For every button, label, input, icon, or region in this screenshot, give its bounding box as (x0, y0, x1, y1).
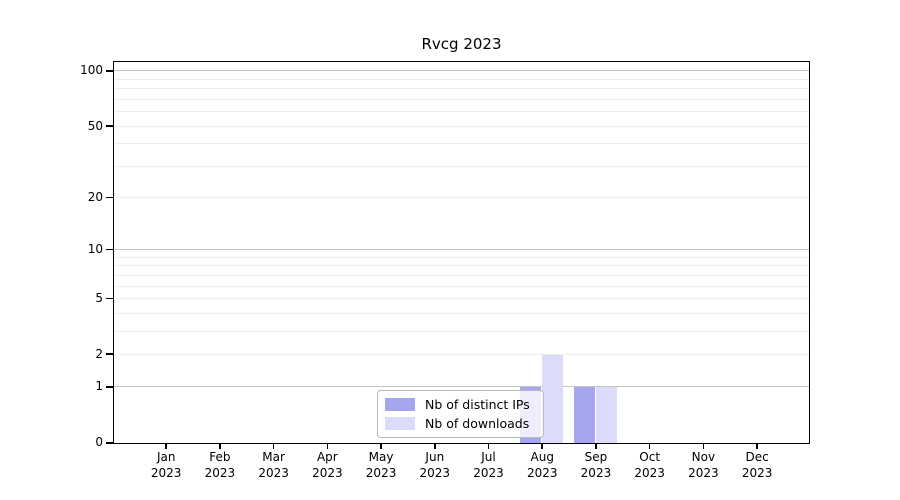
legend: Nb of distinct IPs Nb of downloads (377, 390, 544, 438)
minor-gridline (114, 297, 809, 299)
x-tick-month: Nov (691, 450, 716, 464)
minor-gridline (114, 165, 809, 167)
x-tick-mark (595, 444, 597, 449)
x-tick-mark (165, 444, 167, 449)
x-tick-month: May (368, 450, 394, 464)
major-gridline (114, 386, 809, 388)
y-tick-label: 10 (87, 242, 103, 257)
x-tick-year: 2023 (312, 465, 343, 480)
x-tick-mark (219, 444, 221, 449)
x-tick-label: Aug 2023 (515, 450, 569, 481)
x-tick-mark (434, 444, 436, 449)
x-tick-month: Aug (530, 450, 554, 464)
legend-swatch-downloads (385, 417, 415, 430)
y-tick-mark (105, 353, 113, 356)
minor-gridline (114, 285, 809, 287)
y-tick-mark (105, 248, 113, 251)
x-tick-month: Oct (639, 450, 661, 464)
major-gridline (114, 249, 809, 251)
x-tick-label: Feb 2023 (193, 450, 247, 481)
x-tick-mark (326, 444, 329, 449)
x-tick-year: 2023 (688, 465, 719, 480)
minor-gridline (114, 111, 809, 113)
x-tick-year: 2023 (419, 465, 451, 480)
minor-gridline (114, 265, 809, 267)
x-tick-year: 2023 (150, 465, 182, 480)
x-tick-mark (756, 444, 758, 449)
y-tick-mark (105, 196, 113, 199)
x-tick-label: Oct 2023 (623, 450, 677, 481)
x-tick-year: 2023 (258, 465, 289, 480)
x-tick-year: 2023 (580, 465, 612, 480)
x-tick-label: Jun 2023 (408, 450, 462, 481)
x-tick-mark (272, 444, 275, 449)
x-tick-month: Apr (316, 450, 338, 464)
x-tick-month: Jan (156, 450, 176, 464)
x-tick-mark (702, 444, 705, 449)
x-tick-month: Feb (209, 450, 231, 464)
x-tick-mark (380, 444, 382, 449)
x-tick-label: May 2023 (354, 450, 408, 481)
y-tick-label: 100 (80, 63, 103, 78)
minor-gridline (114, 274, 809, 276)
y-tick-label: 2 (95, 346, 103, 361)
minor-gridline (114, 143, 809, 145)
bar-distinct-ips-sep-2023 (573, 387, 595, 443)
x-tick-month: Jul (481, 450, 496, 464)
y-tick-label: 50 (87, 118, 103, 133)
y-tick-label: 0 (95, 435, 103, 450)
y-tick-label: 20 (87, 190, 103, 205)
legend-label-downloads: Nb of downloads (425, 416, 530, 431)
legend-item-downloads: Nb of downloads (385, 416, 535, 431)
x-tick-year: 2023 (741, 465, 773, 480)
x-tick-year: 2023 (473, 465, 504, 480)
x-tick-label: Nov 2023 (676, 450, 730, 481)
x-tick-label: Mar 2023 (247, 450, 301, 481)
y-tick-label: 1 (95, 379, 103, 394)
minor-gridline (114, 197, 809, 199)
x-tick-label: Jan 2023 (139, 450, 193, 481)
y-tick-mark (105, 442, 113, 444)
major-gridline (114, 70, 809, 72)
x-tick-label: Jul 2023 (462, 450, 516, 481)
x-tick-month: Sep (584, 450, 608, 464)
minor-gridline (114, 125, 809, 127)
y-tick-mark (105, 297, 113, 300)
chart-title: Rvcg 2023 (421, 35, 502, 53)
y-tick-mark (105, 386, 113, 388)
legend-item-distinct-ips: Nb of distinct IPs (385, 397, 535, 412)
x-tick-year: 2023 (365, 465, 397, 480)
x-tick-label: Dec 2023 (730, 450, 784, 481)
x-tick-mark (487, 444, 490, 449)
y-tick-label: 5 (95, 290, 103, 305)
legend-swatch-distinct-ips (385, 398, 415, 411)
minor-gridline (114, 330, 809, 332)
minor-gridline (114, 98, 809, 100)
minor-gridline (114, 78, 809, 80)
x-tick-month: Jun (425, 450, 445, 464)
x-tick-mark (541, 444, 544, 449)
x-tick-mark (648, 444, 651, 449)
minor-gridline (114, 312, 809, 314)
x-tick-year: 2023 (634, 465, 665, 480)
plot-area (113, 61, 810, 444)
minor-gridline (114, 256, 809, 258)
y-tick-mark (105, 70, 113, 72)
legend-label-distinct-ips: Nb of distinct IPs (425, 397, 530, 412)
x-tick-label: Apr 2023 (300, 450, 354, 481)
bar-downloads-aug-2023 (542, 354, 564, 443)
minor-gridline (114, 353, 809, 355)
x-tick-year: 2023 (526, 465, 558, 480)
x-tick-month: Mar (262, 450, 285, 464)
x-tick-label: Sep 2023 (569, 450, 623, 481)
minor-gridline (114, 88, 809, 90)
bar-downloads-sep-2023 (595, 387, 617, 443)
y-tick-mark (105, 125, 113, 127)
x-tick-year: 2023 (204, 465, 236, 480)
x-tick-month: Dec (745, 450, 769, 464)
